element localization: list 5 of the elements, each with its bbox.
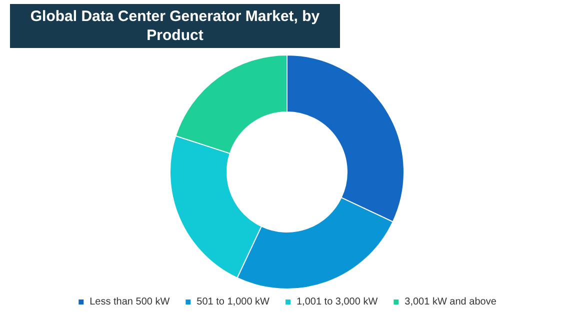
chart-title: Global Data Center Generator Market, by Product: [10, 4, 340, 48]
legend-label: 1,001 to 3,000 kW: [296, 296, 378, 308]
legend-label: Less than 500 kW: [90, 296, 170, 308]
legend-label: 501 to 1,000 kW: [196, 296, 270, 308]
legend-label: 3,001 kW and above: [404, 296, 497, 308]
